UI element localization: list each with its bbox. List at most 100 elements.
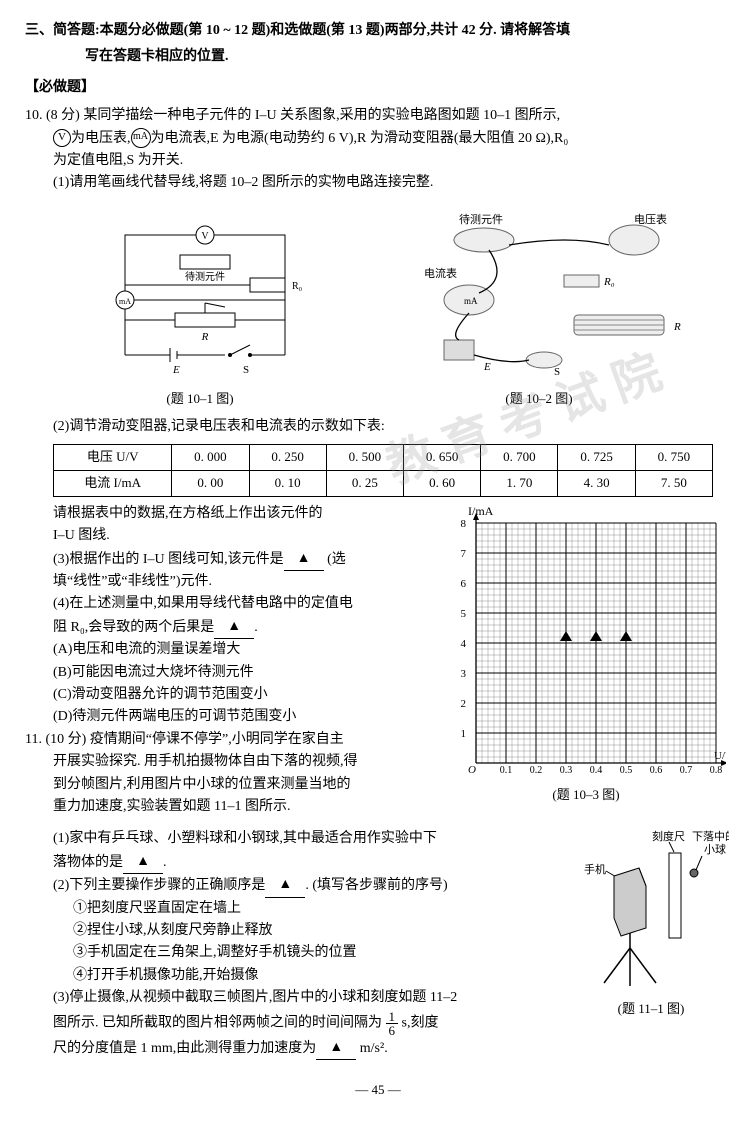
q10-text-v: 为电压表,: [71, 131, 131, 146]
figure-10-2: 待测元件 电压表 电流表 mA R₀ R E S: [389, 205, 689, 410]
q11-p3a: (3)停止摄像,从视频中截取三帧图片,图片中的小球和刻度如题 11–2: [25, 987, 561, 1009]
table-row: 电流 I/mA 0. 00 0. 10 0. 25 0. 60 1. 70 4.…: [54, 471, 713, 497]
q10-text1: 某同学描绘一种电子元件的 I–U 关系图象,采用的实验电路图如题 10–1 图所…: [83, 108, 560, 123]
q10-points: (8 分): [46, 108, 80, 123]
svg-text:5: 5: [461, 608, 467, 620]
svg-text:待测元件: 待测元件: [185, 270, 225, 283]
q10-number: 10.: [25, 108, 43, 123]
q11-s4: ④打开手机摄像功能,开始摄像: [25, 965, 561, 987]
section-header-line2: 写在答题卡相应的位置.: [25, 46, 731, 68]
q10-p3b: (选: [327, 552, 346, 567]
section-header-line1: 三、简答题:本题分必做题(第 10 ~ 12 题)和选做题(第 13 题)两部分…: [25, 20, 731, 42]
svg-text:下落中的: 下落中的: [692, 829, 729, 843]
figure-10-1: V 待测元件 R₀ mA R: [95, 225, 305, 410]
svg-text:电压表: 电压表: [634, 212, 667, 226]
q10-optB: (B)可能因电流过大烧坏待测元件: [25, 662, 431, 684]
svg-text:E: E: [172, 364, 180, 375]
q11-p2b: . (填写各步骤前的序号): [305, 878, 447, 893]
q11-p3b: 图所示. 已知所截取的图片相邻两帧之间的时间间隔为: [53, 1015, 382, 1030]
fig-10-3-label: (题 10–3 图): [441, 785, 731, 806]
circuit-figures-row: V 待测元件 R₀ mA R: [53, 205, 731, 410]
svg-text:R₀: R₀: [292, 281, 303, 292]
table-row: 电压 U/V 0. 000 0. 250 0. 500 0. 650 0. 70…: [54, 445, 713, 471]
q11-text4: 重力加速度,实验装置如题 11–1 图所示.: [25, 796, 431, 818]
q11-s1: ①把刻度尺竖直固定在墙上: [25, 898, 561, 920]
q11-s2: ②捏住小球,从刻度尺旁静止释放: [25, 920, 561, 942]
blank-fill: ▲: [265, 874, 305, 897]
row1-head: 电压 U/V: [54, 445, 172, 471]
svg-text:I/mA: I/mA: [468, 504, 494, 518]
circuit-diagram-svg: V 待测元件 R₀ mA R: [95, 225, 305, 375]
ammeter-symbol: mA: [131, 128, 151, 148]
svg-text:3: 3: [461, 668, 467, 680]
fig-10-2-label: (题 10–2 图): [389, 389, 689, 410]
svg-text:V: V: [201, 231, 209, 242]
page-number: — 45 —: [25, 1080, 731, 1101]
svg-text:8: 8: [461, 518, 467, 530]
q10-optD: (D)待测元件两端电压的可调节范围变小: [25, 706, 431, 728]
figure-10-3: I/mA: [441, 503, 731, 818]
q11-p1c: .: [163, 855, 167, 870]
q11-text2: 开展实验探究. 用手机拍摄物体自由下落的视频,得: [25, 751, 431, 773]
blank-fill: ▲: [123, 851, 163, 874]
q11-number: 11.: [25, 732, 42, 747]
svg-text:0.5: 0.5: [620, 765, 633, 773]
blank-fill: ▲: [214, 616, 254, 639]
q10-text-mA: 为电流表,E 为电源(电动势约 6 V),R 为滑动变阻器(最大阻值 20 Ω)…: [151, 131, 569, 146]
svg-text:1: 1: [461, 728, 467, 740]
svg-text:小球: 小球: [704, 842, 726, 856]
q10-p4b: 阻 R₀,会导致的两个后果是: [53, 620, 214, 635]
svg-text:0.1: 0.1: [500, 765, 513, 773]
q11-p3d: 尺的分度值是 1 mm,由此测得重力加速度为: [53, 1041, 316, 1056]
q11-p2a: (2)下列主要操作步骤的正确顺序是: [53, 878, 265, 893]
svg-text:电流表: 电流表: [424, 266, 457, 280]
q10-p3c: 填“线性”或“非线性”)元件.: [25, 571, 431, 593]
physical-circuit-svg: 待测元件 电压表 电流表 mA R₀ R E S: [389, 205, 689, 375]
fraction: 16: [386, 1010, 399, 1037]
fig-11-1-label: (题 11–1 图): [571, 999, 731, 1020]
row2-head: 电流 I/mA: [54, 471, 172, 497]
svg-text:E: E: [483, 361, 491, 373]
q11-p1b: 落物体的是: [53, 855, 123, 870]
svg-text:刻度尺: 刻度尺: [652, 829, 685, 843]
svg-text:0.8: 0.8: [710, 765, 723, 773]
q10-p3a: (3)根据作出的 I–U 图线可知,该元件是: [53, 552, 284, 567]
svg-text:mA: mA: [119, 297, 131, 306]
svg-text:O: O: [468, 764, 476, 773]
data-table: 电压 U/V 0. 000 0. 250 0. 500 0. 650 0. 70…: [53, 444, 713, 497]
svg-text:S: S: [243, 364, 249, 375]
svg-text:R: R: [201, 331, 209, 343]
problem-10: 10. (8 分) 某同学描绘一种电子元件的 I–U 关系图象,采用的实验电路图…: [25, 105, 731, 818]
q11-p3e: m/s².: [356, 1041, 387, 1056]
q10-p4c: .: [254, 620, 258, 635]
q11-text3: 到分帧图片,利用图片中小球的位置来测量当地的: [25, 774, 431, 796]
svg-text:手机: 手机: [584, 862, 606, 876]
q10-p2-after2: I–U 图线.: [25, 525, 431, 547]
svg-text:7: 7: [461, 548, 467, 560]
q10-part1: (1)请用笔画线代替导线,将题 10–2 图所示的实物电路连接完整.: [25, 172, 731, 194]
blank-fill: ▲: [284, 548, 324, 571]
q11-points: (10 分): [45, 732, 86, 747]
required-subheader: 【必做题】: [25, 77, 731, 99]
svg-text:6: 6: [461, 578, 467, 590]
svg-text:4: 4: [461, 638, 467, 650]
q10-part2: (2)调节滑动变阻器,记录电压表和电流表的示数如下表:: [25, 416, 731, 438]
q10-optC: (C)滑动变阻器允许的调节范围变小: [25, 684, 431, 706]
q11-p3c: s,刻度: [402, 1015, 439, 1030]
q10-text3: 为定值电阻,S 为开关.: [25, 150, 731, 172]
q10-p2-after1: 请根据表中的数据,在方格纸上作出该元件的: [25, 503, 431, 525]
voltmeter-symbol: V: [53, 129, 71, 147]
blank-fill: ▲: [316, 1037, 356, 1060]
svg-text:S: S: [554, 366, 560, 375]
svg-text:U/V: U/V: [714, 750, 726, 762]
svg-text:0.6: 0.6: [650, 765, 663, 773]
fig-10-1-label: (题 10–1 图): [95, 389, 305, 410]
q11-text1: 疫情期间“停课不停学”,小明同学在家自主: [90, 732, 344, 747]
svg-text:mA: mA: [464, 296, 478, 306]
svg-text:R₀: R₀: [603, 276, 615, 288]
svg-text:0.2: 0.2: [530, 765, 543, 773]
svg-text:0.3: 0.3: [560, 765, 573, 773]
q11-p1a: (1)家中有乒乓球、小塑料球和小钢球,其中最适合用作实验中下: [25, 828, 561, 850]
svg-text:0.4: 0.4: [590, 765, 603, 773]
figure-11-1: 刻度尺 下落中的 小球 手机 (题 11–1 图): [571, 828, 731, 1060]
